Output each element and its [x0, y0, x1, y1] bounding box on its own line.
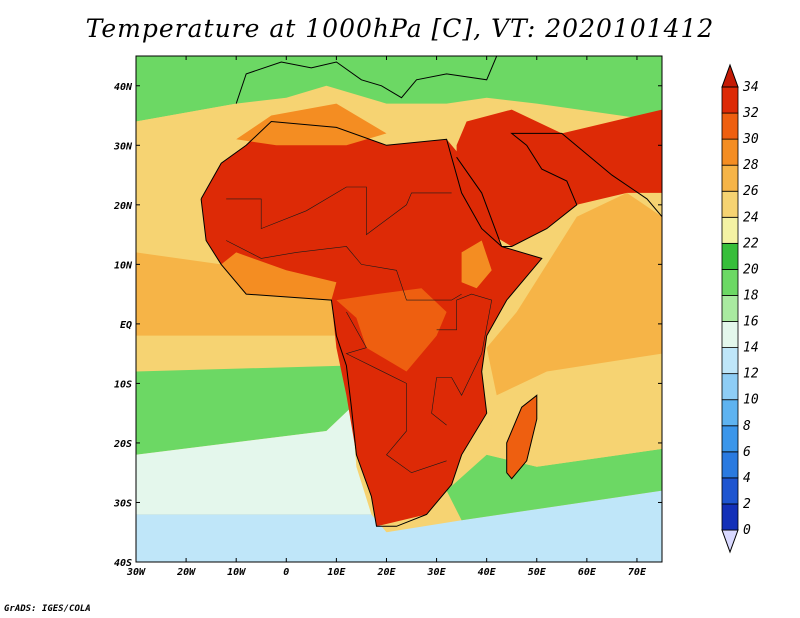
axis-ticks: 30W 20W 10W 0 10E 20E 30E 40E 50E 60E 70E 40N 30N 20N… — [113, 56, 662, 578]
region-southern-ocean-blue — [136, 490, 662, 562]
colorbar-label: 30 — [742, 132, 759, 147]
lat-tick-label: 40S — [114, 558, 132, 569]
colorbar-label: 24 — [743, 210, 759, 225]
colorbar-box — [721, 112, 739, 140]
colorbar-box — [721, 138, 739, 166]
colorbar-box — [721, 373, 739, 401]
region-arabia-hot — [456, 109, 662, 247]
colorbar-label: 16 — [743, 315, 759, 330]
colorbar-label: 18 — [743, 288, 759, 303]
colorbar-under-triangle — [721, 529, 739, 554]
map-frame — [135, 55, 663, 563]
lat-tick-label: 40N — [114, 82, 133, 93]
colorbar-box — [721, 269, 739, 296]
lat-tick-label: 10S — [114, 379, 132, 390]
colorbar-label: 0 — [743, 523, 751, 538]
colorbar-box — [721, 477, 739, 505]
colorbar-box — [721, 190, 739, 218]
colorbar-box — [721, 86, 739, 114]
lat-tick-label: 20N — [113, 201, 133, 212]
grads-credit: GrADS: IGES/COLA — [4, 604, 91, 614]
colorbar-label: 22 — [743, 236, 759, 251]
colorbar-label: 28 — [743, 158, 759, 173]
coastline-europe-coast — [235, 56, 498, 104]
map-title: Temperature at 1000hPa [C], VT: 20201014… — [85, 14, 715, 43]
colorbar-label: 6 — [743, 445, 751, 460]
coastline-arabia-coast — [456, 132, 662, 247]
lon-tick-label: 30W — [126, 567, 146, 578]
region-atlantic-lightblue — [136, 407, 372, 515]
lon-tick-label: 20E — [376, 567, 396, 578]
region-atlantic-equatorial — [136, 335, 347, 372]
coastline-madagascar-coast — [506, 394, 538, 480]
lon-tick-label: 30E — [427, 567, 447, 578]
lat-tick-label: EQ — [120, 320, 132, 331]
lon-tick-label: 50E — [528, 567, 547, 578]
colorbar-box — [721, 451, 739, 479]
region-atlantic-tropical — [136, 252, 337, 336]
region-maghreb-warm — [236, 103, 387, 146]
colorbar-label: 20 — [743, 262, 759, 277]
colorbar-box — [721, 216, 739, 244]
lon-tick-label: 70E — [628, 567, 647, 578]
border-central-borders — [345, 311, 447, 474]
region-ethiopia-highlands — [461, 240, 492, 289]
colorbar-label: 8 — [743, 419, 751, 434]
border-sahel-borders — [226, 240, 462, 301]
colorbar-box — [721, 399, 739, 427]
border-sahara-borders — [226, 186, 452, 236]
region-atlantic-green-band — [136, 365, 352, 455]
colorbar-label: 2 — [743, 497, 751, 512]
lon-tick-label: 0 — [283, 567, 289, 578]
colorbar-label: 26 — [743, 184, 759, 199]
colorbar-box — [721, 321, 739, 348]
colorbar-label: 32 — [742, 106, 759, 121]
region-madagascar — [506, 395, 537, 479]
temperature-regions — [136, 56, 662, 562]
colorbar-label: 34 — [742, 80, 759, 95]
lat-tick-label: 30S — [113, 498, 132, 509]
colorbar-label: 12 — [743, 367, 759, 382]
colorbar-label: 10 — [743, 393, 759, 408]
lon-tick-label: 10W — [227, 567, 246, 578]
region-gulf-guinea-coast — [221, 252, 337, 301]
lat-tick-label: 30N — [113, 141, 133, 152]
region-atlantic-north-yellow — [136, 103, 247, 265]
lon-tick-label: 10E — [327, 567, 346, 578]
lon-tick-label: 40E — [478, 567, 497, 578]
colorbar-box — [721, 242, 739, 270]
colorbar-label: 4 — [743, 471, 751, 486]
colorbar-label: 14 — [743, 341, 759, 356]
lon-tick-label: 60E — [578, 567, 597, 578]
colorbar-over-triangle — [721, 63, 739, 88]
colorbar-box — [721, 295, 739, 322]
colorbar-box — [721, 425, 739, 453]
region-indian-ocean-south — [446, 448, 662, 521]
coastlines — [200, 56, 662, 527]
lat-tick-label: 10N — [114, 260, 133, 271]
lon-tick-label: 20W — [176, 567, 196, 578]
region-indian-ocean-warm — [486, 192, 662, 396]
border-east-borders — [431, 293, 493, 426]
colorbar-box — [721, 347, 739, 375]
lat-tick-label: 20S — [113, 439, 132, 450]
region-north-coast-green — [136, 56, 662, 122]
region-congo-basin — [336, 288, 447, 372]
colorbar-box — [721, 164, 739, 192]
colorbar-box — [721, 503, 739, 531]
coastline-africa-coast — [200, 120, 543, 527]
